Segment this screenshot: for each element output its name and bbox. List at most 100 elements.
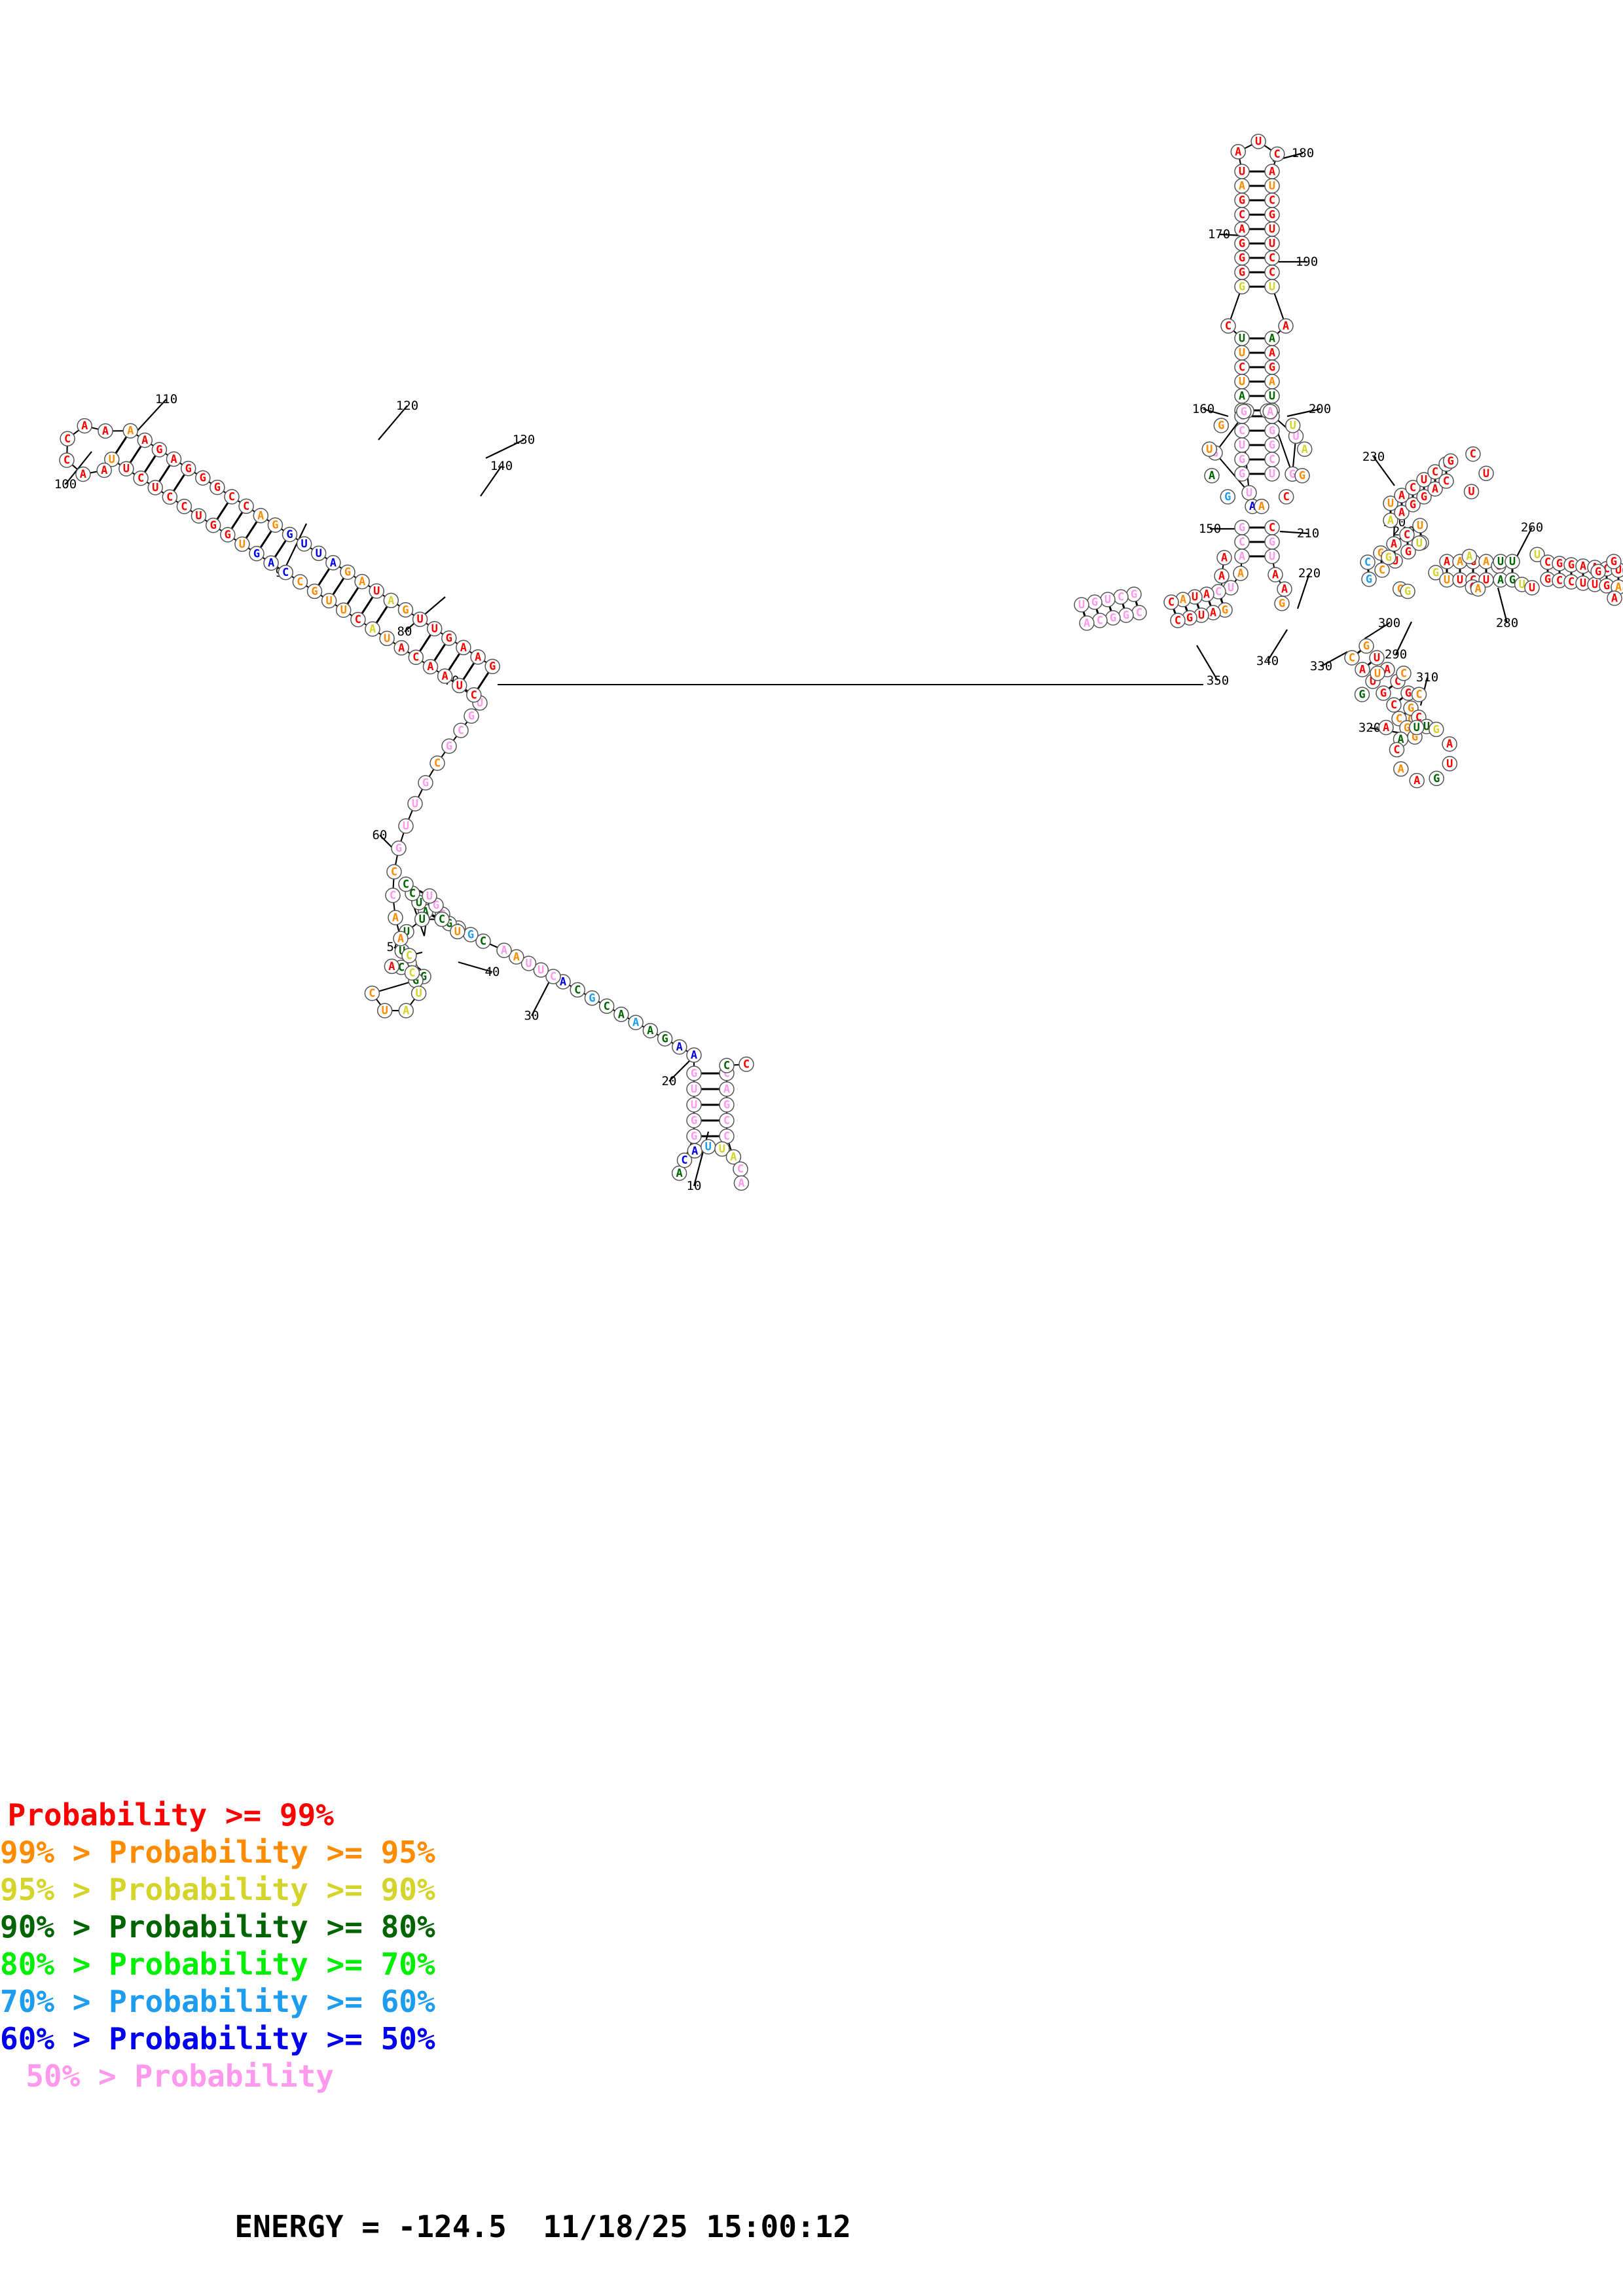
legend-row-95: 99% > Probability >= 95% — [0, 1835, 435, 1870]
svg-text:A: A — [403, 1005, 409, 1018]
svg-text:C: C — [1397, 583, 1404, 596]
svg-text:C: C — [550, 971, 556, 984]
svg-text:A: A — [1359, 664, 1366, 677]
svg-text:A: A — [1239, 180, 1245, 193]
svg-text:G: G — [1279, 598, 1285, 611]
svg-text:U: U — [325, 594, 332, 607]
svg-text:A: A — [422, 906, 429, 919]
svg-text:C: C — [574, 984, 581, 997]
svg-text:A: A — [1269, 166, 1275, 179]
svg-text:G: G — [1433, 772, 1440, 785]
svg-text:150: 150 — [1199, 522, 1221, 536]
svg-text:G: G — [1568, 559, 1575, 572]
svg-text:C: C — [1379, 564, 1385, 577]
svg-text:U: U — [1239, 166, 1245, 179]
svg-text:A: A — [369, 623, 376, 636]
svg-text:A: A — [80, 468, 86, 481]
svg-text:G: G — [1218, 420, 1224, 433]
svg-text:C: C — [723, 1115, 730, 1128]
svg-text:G: G — [489, 660, 496, 673]
svg-text:G: G — [1123, 609, 1129, 622]
svg-text:C: C — [1136, 607, 1142, 620]
svg-text:U: U — [719, 1143, 725, 1156]
svg-text:G: G — [1412, 731, 1418, 744]
svg-text:U: U — [301, 538, 307, 551]
svg-text:C: C — [1470, 448, 1476, 461]
svg-text:C: C — [1443, 475, 1450, 488]
svg-text:G: G — [395, 842, 402, 855]
svg-text:C: C — [1283, 491, 1290, 504]
svg-text:G: G — [446, 918, 452, 931]
legend-row-sub50: 50% > Probability — [26, 2058, 334, 2094]
svg-text:C: C — [1269, 194, 1275, 207]
legend-row-60: 70% > Probability >= 60% — [0, 1984, 435, 2019]
svg-text:A: A — [676, 1041, 683, 1054]
svg-text:A: A — [1398, 762, 1404, 776]
svg-text:C: C — [1396, 713, 1402, 726]
svg-text:350: 350 — [1207, 673, 1229, 688]
svg-text:A: A — [460, 641, 467, 655]
svg-text:G: G — [1380, 687, 1387, 700]
svg-text:C: C — [1349, 652, 1355, 665]
svg-text:A: A — [647, 1024, 653, 1037]
svg-text:A: A — [618, 1008, 625, 1021]
svg-text:A: A — [1483, 556, 1489, 569]
svg-text:C: C — [409, 888, 416, 901]
svg-text:U: U — [426, 890, 433, 903]
svg-text:C: C — [1415, 689, 1422, 702]
svg-text:U: U — [454, 925, 461, 939]
svg-text:20: 20 — [662, 1074, 677, 1088]
svg-text:A: A — [1457, 556, 1463, 569]
svg-text:A: A — [1580, 560, 1586, 573]
svg-text:U: U — [415, 987, 422, 1000]
svg-text:C: C — [743, 1058, 750, 1071]
svg-text:U: U — [109, 453, 115, 466]
svg-text:U: U — [1292, 430, 1299, 443]
svg-text:U: U — [1239, 332, 1245, 346]
probability-legend: Probability >= 99% 99% > Probability >= … — [0, 1797, 851, 2095]
svg-text:120: 120 — [396, 399, 418, 413]
svg-text:A: A — [1249, 500, 1256, 513]
svg-text:G: G — [156, 444, 162, 457]
svg-text:A: A — [1235, 145, 1241, 158]
svg-text:A: A — [1444, 556, 1450, 569]
svg-text:G: G — [1299, 469, 1305, 482]
svg-text:A: A — [1221, 552, 1228, 565]
svg-text:G: G — [311, 585, 318, 598]
svg-text:C: C — [403, 878, 409, 891]
svg-text:A: A — [1269, 376, 1275, 389]
svg-text:U: U — [403, 925, 410, 939]
svg-text:A: A — [101, 464, 107, 477]
svg-text:C: C — [604, 1000, 610, 1013]
svg-text:C: C — [480, 935, 486, 948]
svg-text:U: U — [1239, 376, 1245, 389]
svg-text:170: 170 — [1208, 227, 1230, 242]
svg-text:U: U — [1290, 420, 1296, 433]
svg-text:A: A — [1384, 664, 1391, 677]
svg-text:U: U — [691, 1083, 697, 1096]
svg-text:A: A — [127, 425, 134, 438]
svg-text:U: U — [412, 798, 418, 811]
svg-text:320: 320 — [1359, 721, 1381, 735]
svg-text:C: C — [1239, 209, 1245, 222]
svg-text:G: G — [1410, 499, 1416, 512]
svg-text:U: U — [456, 679, 463, 692]
svg-text:G: G — [1377, 547, 1384, 560]
svg-text:G: G — [1239, 522, 1245, 535]
svg-text:C: C — [471, 689, 477, 702]
svg-text:A: A — [1210, 607, 1216, 620]
svg-text:300: 300 — [1378, 616, 1400, 630]
svg-text:U: U — [1615, 564, 1622, 577]
svg-text:130: 130 — [513, 433, 535, 447]
svg-text:G: G — [225, 529, 231, 542]
svg-text:G: G — [1385, 551, 1392, 564]
svg-text:C: C — [737, 1163, 744, 1176]
svg-text:G: G — [210, 519, 217, 532]
svg-text:A: A — [398, 641, 405, 655]
svg-text:G: G — [1405, 687, 1412, 700]
svg-text:U: U — [1078, 599, 1085, 612]
svg-text:G: G — [467, 929, 474, 942]
svg-text:A: A — [392, 912, 399, 925]
svg-text:G: G — [1366, 573, 1372, 586]
svg-text:340: 340 — [1256, 654, 1279, 668]
